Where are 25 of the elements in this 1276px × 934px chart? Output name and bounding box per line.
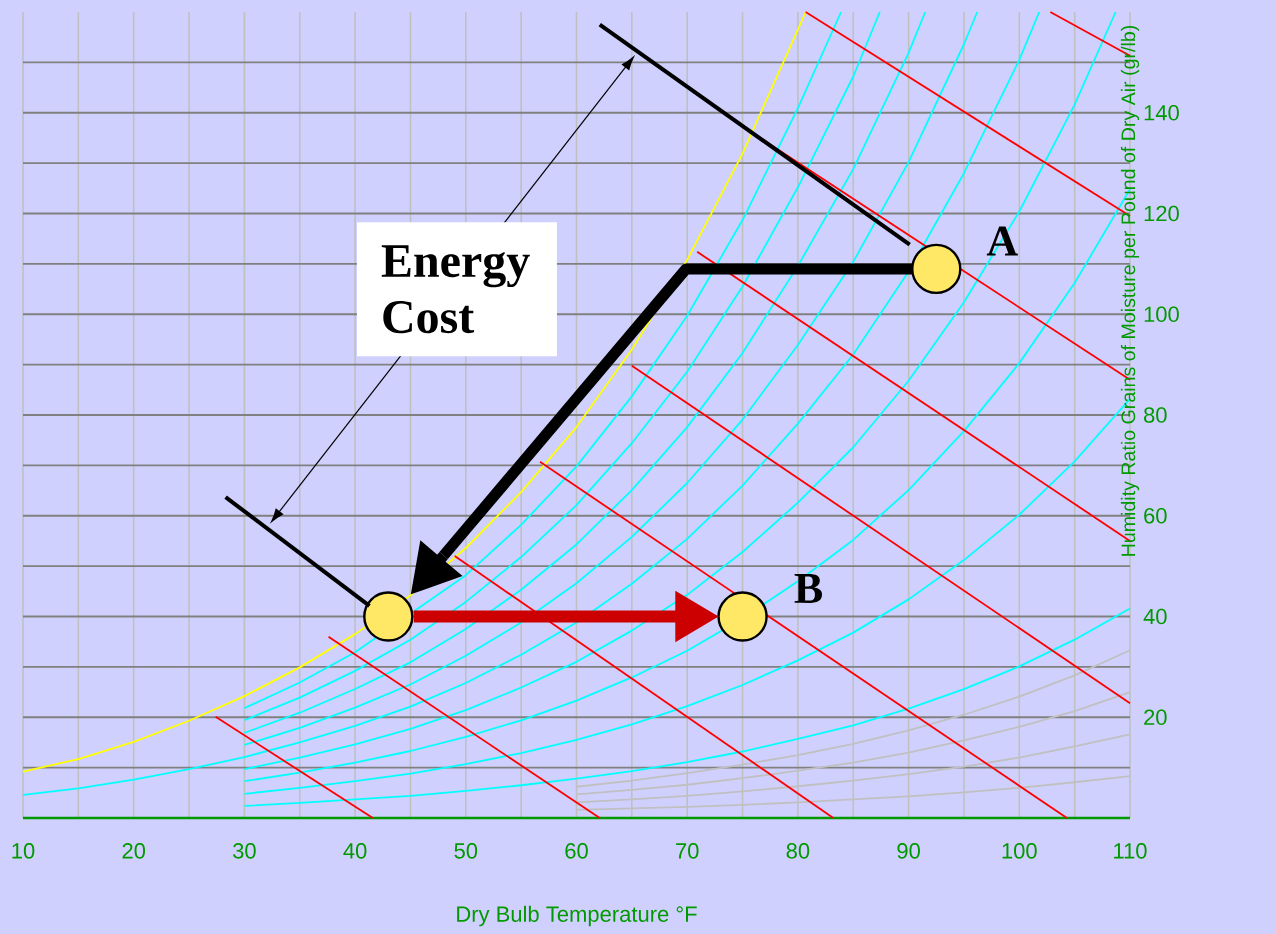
annotation: B [794,574,823,603]
x-tick-label: 70 [676,843,699,859]
y-tick-label: 20 [1144,709,1167,726]
y-tick-label: 80 [1144,407,1167,423]
x-tick-label: 90 [897,843,920,859]
annotation: Energy Cost [381,245,530,334]
y-tick-label: 120 [1144,205,1179,222]
x-tick-label: 60 [565,843,588,859]
x-tick-label: 40 [343,843,367,859]
y-tick-label: 140 [1144,104,1179,121]
line-series [243,11,1117,771]
x-tick-label: 80 [786,843,810,859]
y-tick-label: 100 [1144,306,1179,323]
y-tick-label: 60 [1144,507,1167,524]
x-tick-label: 20 [122,843,146,859]
y-axis-title: Humidity Ratio Grains of Moisture per Pound of Dry Air (gr/lb) [1120,25,1140,556]
x-axis-title: Dry Bulb Temperature °F [457,905,697,927]
x-tick-label: 100 [1002,843,1037,859]
x-tick-label: 10 [12,843,35,859]
x-tick-label: 30 [233,843,256,859]
y-tick-label: 40 [1143,608,1167,625]
line-series [22,11,1041,796]
x-tick-label: 110 [1114,843,1147,859]
line-series [243,607,1131,807]
x-tick-label: 50 [454,843,478,859]
